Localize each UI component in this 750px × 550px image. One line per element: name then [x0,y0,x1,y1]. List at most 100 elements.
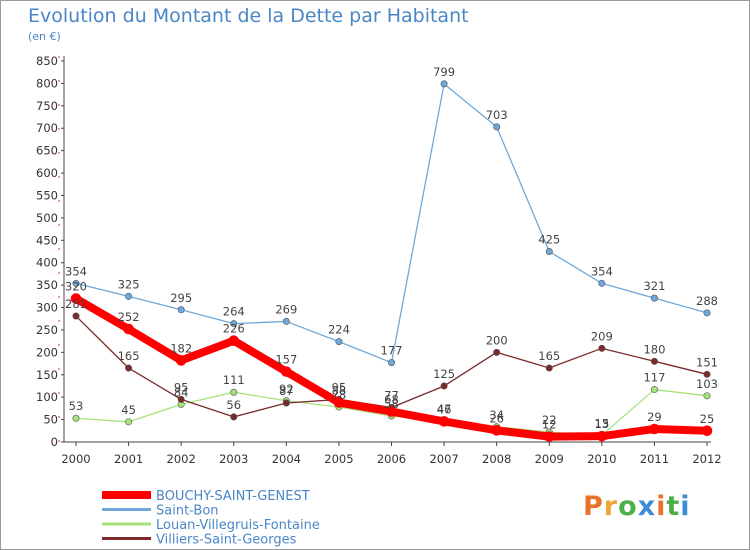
data-label: 295 [170,291,192,305]
legend-label: Saint-Bon [156,504,219,519]
data-label: 325 [118,277,140,291]
data-point [701,425,713,437]
legend-label: Villiers-Saint-Georges [156,533,297,548]
data-point [545,364,553,372]
data-point [282,317,290,325]
chart-title: Evolution du Montant de la Dette par Hab… [28,5,469,27]
data-point [333,397,345,408]
data-point [543,431,555,442]
data-label: 53 [69,399,84,413]
data-label: 77 [384,388,399,402]
data-point [282,399,290,407]
y-tick-label: 850 [36,54,58,68]
data-label: 84 [174,385,189,399]
data-label: 25 [700,412,715,426]
proxiti-logo: Proxiti [583,491,691,522]
data-point [335,338,343,346]
x-tick-label: 2007 [429,452,458,466]
data-point [125,292,133,300]
data-point [281,366,292,377]
data-label: 111 [223,373,245,387]
data-point [649,423,660,435]
data-label: 29 [647,410,662,424]
data-point [228,335,240,346]
logo-letter: i [680,491,691,522]
data-label: 165 [118,349,140,363]
data-point [703,370,711,378]
x-tick-label: 2008 [482,452,511,466]
data-point [230,388,238,396]
y-tick-label: 600 [36,166,58,180]
data-label: 151 [696,355,718,369]
y-tick-label: 200 [36,345,58,359]
data-point [177,395,185,403]
data-point [386,406,397,417]
data-label: 209 [591,329,613,343]
logo-letter: i [656,491,667,522]
data-label: 321 [643,279,665,293]
data-point [596,430,608,442]
data-label: 180 [643,342,665,356]
data-label: 200 [486,333,508,347]
y-tick-label: 500 [36,211,58,225]
data-point [703,309,711,317]
y-tick-label: 100 [36,390,58,404]
data-point [650,386,658,394]
y-tick-label: 550 [36,188,58,202]
data-label: 182 [170,341,192,355]
data-label: 288 [696,294,718,308]
data-point [440,80,448,88]
legend-label: Louan-Villegruis-Fontaine [156,518,320,533]
data-point [230,320,238,328]
data-point [493,123,501,131]
data-label: 264 [223,305,245,319]
data-label: 103 [696,377,718,391]
data-label: 224 [328,323,350,337]
data-label: 26 [489,411,504,425]
x-tick-label: 2003 [219,452,248,466]
data-label: 15 [595,416,610,430]
data-label: 425 [538,233,560,247]
logo-letter: r [603,491,619,522]
data-label: 177 [381,344,403,358]
data-label: 95 [332,380,347,394]
y-tick-label: 750 [36,99,58,113]
data-point [175,355,187,366]
data-label: 165 [538,349,560,363]
y-tick-label: 150 [36,368,58,382]
x-tick-label: 2002 [167,452,196,466]
data-label: 95 [174,380,189,394]
data-point [177,306,185,314]
data-point [491,425,502,436]
data-point [598,344,606,352]
y-tick-label: 400 [36,256,58,270]
logo-letter: t [666,491,681,522]
data-label: 117 [643,371,665,385]
x-tick-label: 2011 [640,452,669,466]
data-label: 12 [542,418,557,432]
data-label: 252 [118,310,140,324]
data-label: 354 [65,264,87,278]
data-label: 354 [591,264,613,278]
data-point [545,248,553,256]
data-label: 56 [226,398,241,412]
x-tick-label: 2009 [535,452,564,466]
x-tick-label: 2006 [377,452,406,466]
y-tick-label: 350 [36,278,58,292]
data-point [650,294,658,302]
data-point [125,364,133,372]
y-tick-label: 300 [36,301,58,315]
data-label: 78 [332,388,347,402]
data-label: 799 [433,65,455,79]
data-label: 34 [489,408,504,422]
data-label: 22 [542,413,557,427]
data-label: 45 [121,403,136,417]
data-label: 157 [275,353,297,367]
data-label: 703 [486,108,508,122]
data-label: 281 [65,297,87,311]
data-point [72,414,80,422]
x-tick-label: 2000 [61,452,90,466]
y-tick-label: 0 [51,435,58,449]
